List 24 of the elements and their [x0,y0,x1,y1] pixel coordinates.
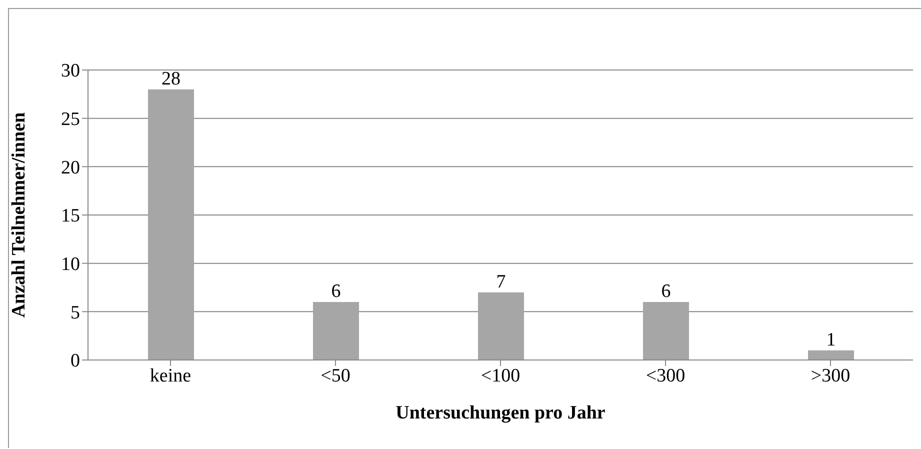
data-label: 28 [162,68,180,90]
y-tick-label: 30 [61,60,80,82]
bar [643,302,689,360]
y-tick-label: 15 [61,206,80,227]
y-tick-label: 10 [61,254,80,276]
y-tick-label: 25 [61,109,80,130]
bar [313,302,359,360]
x-tick-label: <300 [646,365,686,386]
y-tick-label: 0 [70,350,80,372]
data-label: 1 [826,329,836,350]
x-axis-title: Untersuchungen pro Jahr [396,402,606,424]
data-label: 7 [496,271,506,292]
data-label: 6 [331,281,341,302]
x-tick-label: <50 [320,365,350,386]
bar [808,350,854,360]
y-tick-label: 5 [70,302,80,324]
x-tick-label: >300 [810,365,850,386]
y-axis-title: Anzahl Teilnehmer/innen [8,112,30,318]
data-label: 6 [661,281,671,302]
x-tick-label: keine [150,365,192,386]
x-tick-label: <100 [480,365,520,386]
y-tick-label: 20 [61,157,80,178]
bar [478,292,524,360]
bar [148,89,194,360]
